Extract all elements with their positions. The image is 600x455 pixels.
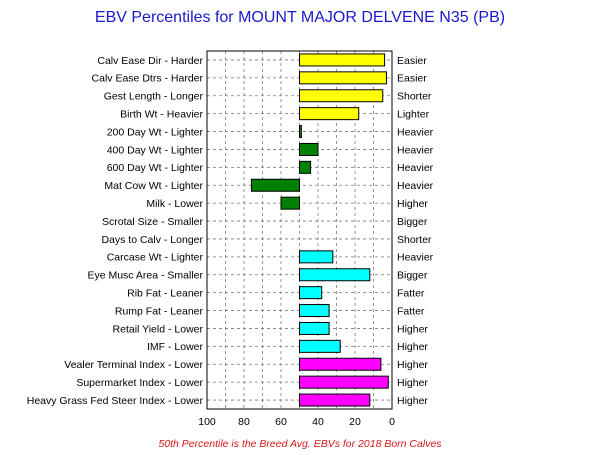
category-label-left: Mat Cow Wt - Lighter bbox=[104, 180, 203, 192]
bar bbox=[299, 375, 389, 389]
category-label-right: Higher bbox=[397, 395, 428, 407]
bar-layer bbox=[250, 53, 389, 407]
bar bbox=[299, 304, 330, 318]
bar bbox=[299, 142, 319, 156]
bar bbox=[299, 393, 371, 407]
category-label-right: Bigger bbox=[397, 270, 428, 282]
x-tick-label: 40 bbox=[312, 416, 324, 428]
chart-title: EBV Percentiles for MOUNT MAJOR DELVENE … bbox=[95, 9, 505, 26]
category-label-right: Heavier bbox=[397, 162, 434, 174]
category-label-right: Heavier bbox=[397, 252, 434, 264]
plot-frame bbox=[206, 50, 393, 410]
x-tick-label: 60 bbox=[275, 416, 287, 428]
category-label-left: Vealer Terminal Index - Lower bbox=[64, 359, 203, 371]
category-label-left: Days to Calv - Longer bbox=[101, 234, 203, 246]
category-label-left: Heavy Grass Fed Steer Index - Lower bbox=[27, 395, 204, 407]
bar bbox=[299, 321, 330, 335]
bar bbox=[299, 107, 360, 121]
category-label-left: Rump Fat - Leaner bbox=[115, 305, 204, 317]
x-tick-label: 100 bbox=[198, 416, 216, 428]
bar bbox=[299, 268, 371, 282]
x-tick-label: 80 bbox=[238, 416, 250, 428]
category-label-right: Shorter bbox=[397, 234, 432, 246]
bar bbox=[299, 286, 323, 300]
category-label-left: Calv Ease Dir - Harder bbox=[97, 55, 203, 67]
tick-layer: 100 80 60 40 20 0 bbox=[198, 416, 395, 428]
label-layer: Calv Ease Dir - Harder Easier Calv Ease Dt… bbox=[27, 55, 434, 407]
category-label-left: Calv Ease Dtrs - Harder bbox=[92, 73, 204, 85]
category-label-left: Birth Wt - Heavier bbox=[120, 108, 203, 120]
category-label-right: Easier bbox=[397, 73, 427, 85]
bar bbox=[299, 339, 341, 353]
category-label-right: Shorter bbox=[397, 91, 432, 103]
category-label-right: Higher bbox=[397, 323, 428, 335]
category-label-right: Higher bbox=[397, 341, 428, 353]
bar bbox=[250, 178, 300, 192]
category-label-left: Rib Fat - Leaner bbox=[127, 287, 203, 299]
category-label-right: Fatter bbox=[397, 305, 425, 317]
category-label-right: Fatter bbox=[397, 287, 425, 299]
x-tick-label: 0 bbox=[389, 416, 395, 428]
category-label-left: Supermarket Index - Lower bbox=[76, 377, 203, 389]
bar bbox=[299, 125, 302, 139]
category-label-left: Retail Yield - Lower bbox=[113, 323, 204, 335]
grid-layer bbox=[207, 51, 392, 409]
category-label-left: Milk - Lower bbox=[146, 198, 203, 210]
category-label-right: Higher bbox=[397, 198, 428, 210]
bar bbox=[299, 89, 384, 103]
category-label-left: 400 Day Wt - Lighter bbox=[107, 144, 204, 156]
category-label-right: Easier bbox=[397, 55, 427, 67]
bar bbox=[299, 250, 334, 264]
category-label-right: Higher bbox=[397, 359, 428, 371]
category-label-left: Carcase Wt - Lighter bbox=[107, 252, 204, 264]
bar bbox=[299, 160, 312, 174]
category-label-right: Heavier bbox=[397, 180, 434, 192]
category-label-right: Lighter bbox=[397, 108, 430, 120]
category-label-left: Gest Length - Longer bbox=[104, 91, 204, 103]
category-label-left: Scrotal Size - Smaller bbox=[102, 216, 203, 228]
category-label-left: Eye Musc Area - Smaller bbox=[87, 270, 203, 282]
category-label-left: IMF - Lower bbox=[147, 341, 204, 353]
chart-footnote: 50th Percentile is the Breed Avg. EBVs f… bbox=[158, 438, 442, 450]
category-label-right: Bigger bbox=[397, 216, 428, 228]
bar bbox=[299, 357, 382, 371]
category-label-right: Heavier bbox=[397, 144, 434, 156]
category-label-right: Higher bbox=[397, 377, 428, 389]
bar bbox=[280, 196, 300, 210]
category-label-left: 600 Day Wt - Lighter bbox=[107, 162, 204, 174]
category-label-right: Heavier bbox=[397, 126, 434, 138]
category-label-left: 200 Day Wt - Lighter bbox=[107, 126, 204, 138]
x-tick-label: 20 bbox=[349, 416, 361, 428]
bar bbox=[299, 71, 387, 85]
bar bbox=[299, 53, 386, 67]
